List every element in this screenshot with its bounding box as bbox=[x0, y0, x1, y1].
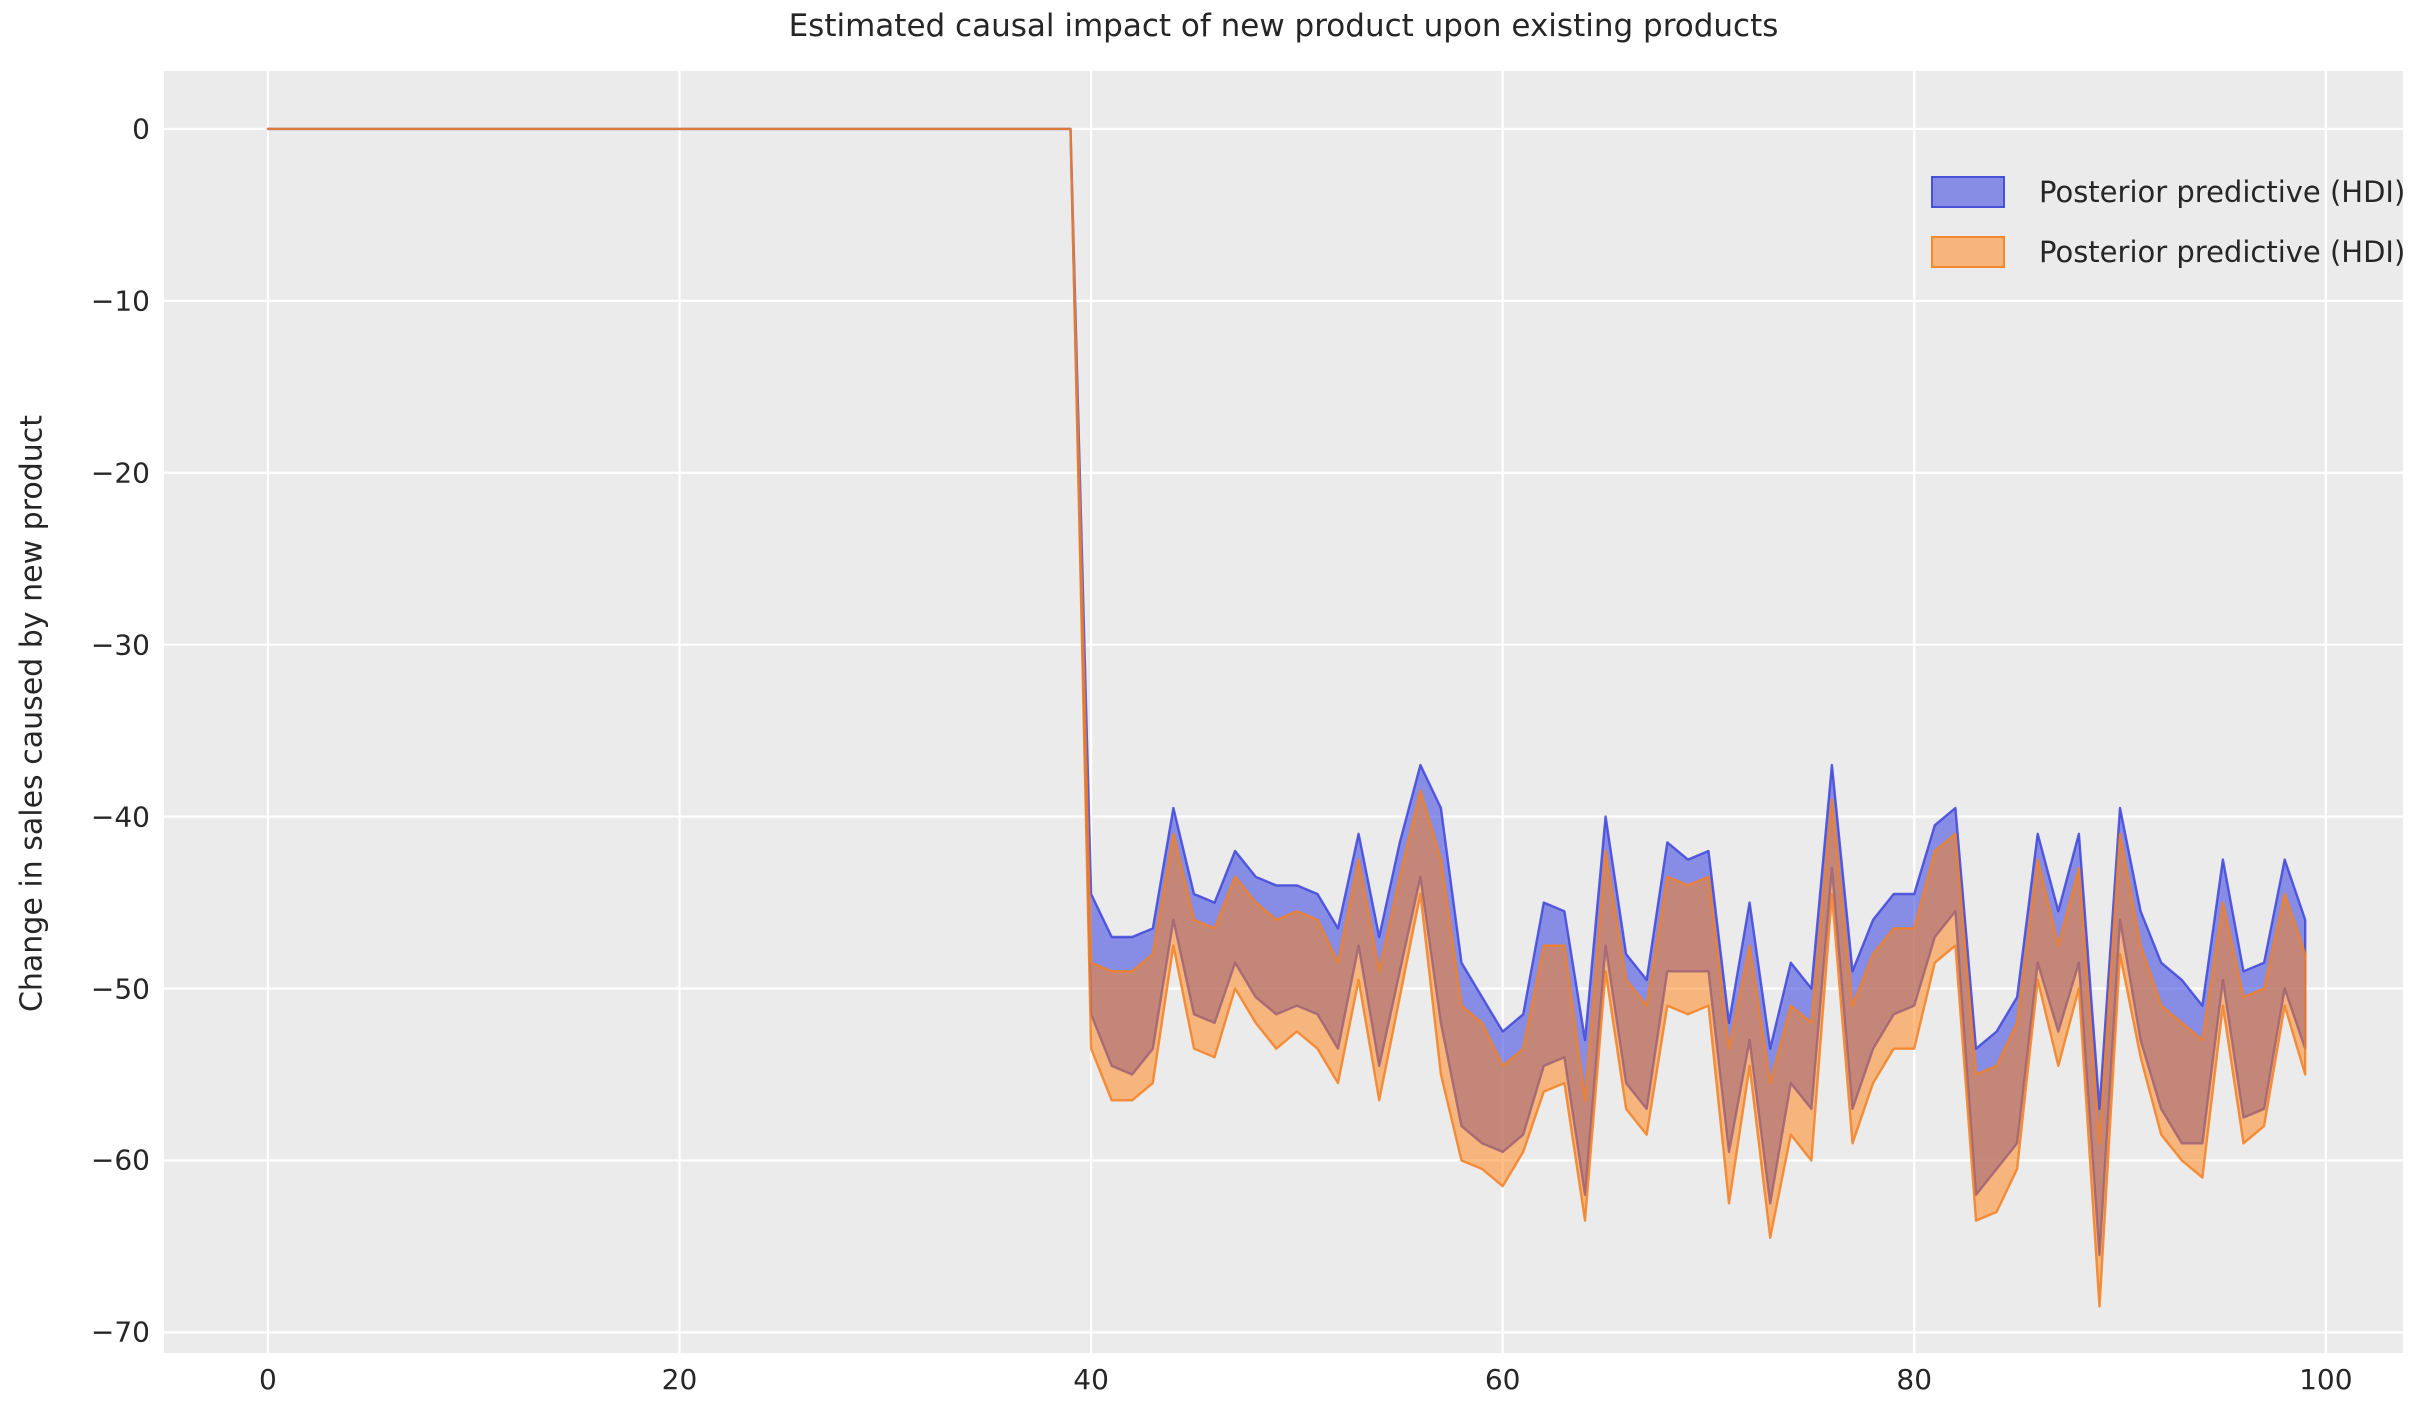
y-tick-label: −40 bbox=[90, 800, 150, 834]
y-tick-label: −60 bbox=[90, 1143, 150, 1177]
chart-title: Estimated causal impact of new product u… bbox=[788, 8, 1779, 44]
y-axis-label: Change in sales caused by new product bbox=[14, 414, 50, 1013]
legend-row-blue: Posterior predictive (HDI) bbox=[1931, 171, 2405, 213]
y-tick-label: −30 bbox=[90, 628, 150, 662]
y-tick-label: −10 bbox=[90, 284, 150, 318]
legend: Posterior predictive (HDI) Posterior pre… bbox=[1931, 171, 2405, 291]
x-tick-label: 80 bbox=[1896, 1363, 1933, 1396]
blue-hdi-swatch-icon bbox=[1931, 176, 2005, 208]
y-tick-label: −50 bbox=[90, 972, 150, 1006]
x-tick-label: 0 bbox=[259, 1363, 277, 1396]
y-tick-label: −70 bbox=[90, 1315, 150, 1349]
x-tick-label: 100 bbox=[2299, 1363, 2353, 1396]
legend-label-orange: Posterior predictive (HDI) bbox=[2039, 235, 2406, 269]
y-tick-label: 0 bbox=[132, 112, 150, 146]
y-tick-label: −20 bbox=[90, 456, 150, 490]
legend-row-orange: Posterior predictive (HDI) bbox=[1931, 231, 2405, 273]
orange-hdi-swatch-icon bbox=[1931, 236, 2005, 268]
x-tick-label: 60 bbox=[1484, 1363, 1521, 1396]
plot-area: Posterior predictive (HDI) Posterior pre… bbox=[164, 71, 2405, 1353]
x-tick-label: 20 bbox=[661, 1363, 698, 1396]
posterior-predictive-hdi-band-orange bbox=[266, 127, 2307, 1308]
legend-label-blue: Posterior predictive (HDI) bbox=[2039, 175, 2406, 209]
chart-canvas bbox=[164, 71, 2403, 1353]
x-tick-label: 40 bbox=[1073, 1363, 1109, 1396]
